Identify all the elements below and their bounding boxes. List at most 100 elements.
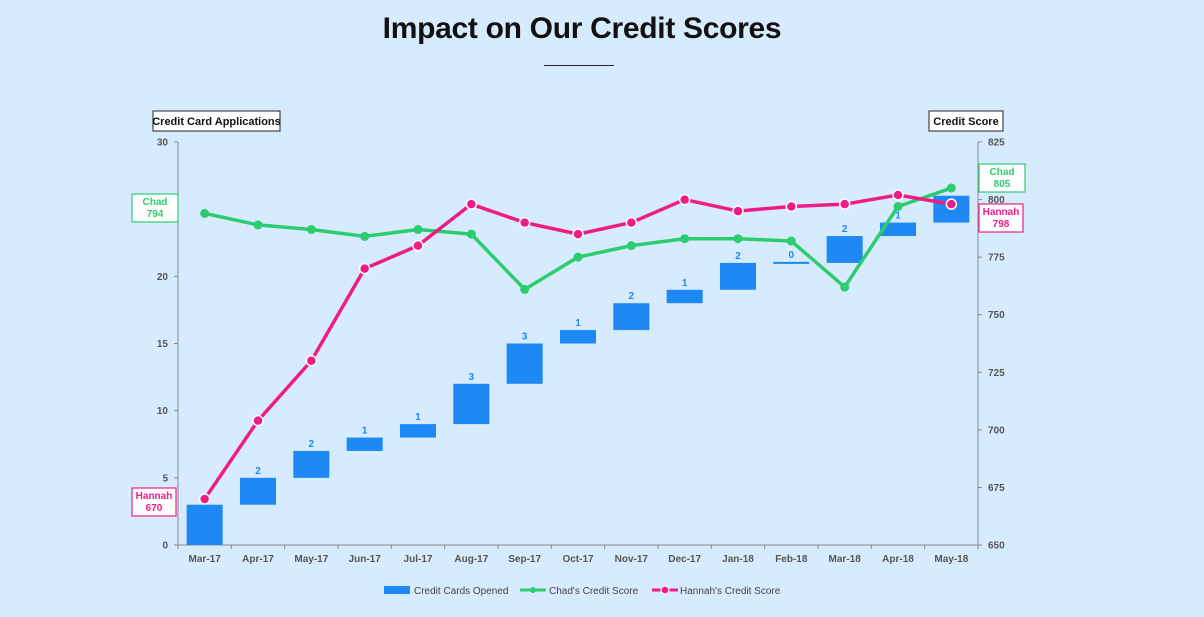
x-tick-label: Feb-18 — [775, 554, 808, 565]
callout-value: 805 — [994, 179, 1011, 190]
chad-score-point — [840, 282, 850, 292]
bar-data-label: 2 — [629, 291, 635, 302]
bar — [186, 504, 223, 545]
right-tick-label: 775 — [988, 253, 1005, 264]
legend-marker-hannah — [660, 585, 670, 595]
callout-value: 798 — [993, 219, 1010, 230]
bar-data-label: 1 — [682, 278, 688, 289]
bar — [506, 343, 543, 384]
x-tick-label: Oct-17 — [562, 554, 594, 565]
hannah-score-point — [838, 198, 851, 210]
hannah-score-point — [732, 205, 744, 217]
right-tick-label: 800 — [988, 195, 1005, 206]
page-title: Impact on Our Credit Scores — [382, 12, 782, 45]
x-tick-label: Apr-18 — [882, 554, 914, 565]
chad-score-point — [626, 241, 636, 251]
bar — [880, 222, 916, 237]
callout-value: 794 — [147, 209, 164, 220]
chad-score-point — [200, 208, 210, 218]
legend-label-bars: Credit Cards Opened — [414, 586, 509, 597]
x-tick-label: May-17 — [294, 554, 328, 565]
callout-name: Chad — [143, 197, 168, 208]
chad-score-point — [893, 201, 903, 211]
right-axis-title: Credit Score — [933, 116, 998, 128]
left-tick-label: 5 — [162, 473, 168, 484]
hannah-score-point — [518, 216, 531, 229]
left-axis-title-box — [152, 110, 281, 132]
x-tick-label: Aug-17 — [454, 554, 488, 565]
chad-score-point — [573, 252, 583, 262]
chad-left-callout — [131, 193, 179, 223]
x-tick-label: Jul-17 — [404, 554, 433, 565]
bar-data-label: 1 — [575, 318, 581, 329]
hannah-score-point — [892, 189, 904, 201]
bar-data-label: 3 — [469, 372, 475, 383]
hannah-score-point — [785, 200, 798, 213]
bar-data-label: 1 — [415, 412, 421, 423]
title-divider — [544, 65, 614, 66]
hannah-score-point — [678, 193, 691, 206]
right-tick-label: 725 — [988, 368, 1005, 379]
hannah-score-point — [625, 216, 638, 229]
x-tick-label: Mar-18 — [829, 554, 862, 565]
bar — [293, 450, 330, 478]
bar — [613, 303, 650, 331]
x-tick-label: May-18 — [934, 554, 968, 565]
hannah-left-callout — [131, 487, 177, 517]
right-tick-label: 675 — [988, 483, 1005, 494]
hannah-score-point — [465, 198, 478, 210]
bar-data-label: 1 — [895, 211, 901, 222]
right-tick-label: 825 — [988, 138, 1005, 149]
bar-data-label: 2 — [842, 224, 848, 235]
chad-score-point — [786, 236, 796, 246]
callout-name: Chad — [990, 167, 1015, 178]
right-axis-title-box — [928, 110, 1004, 132]
bar — [346, 437, 383, 451]
chad-score-point — [360, 231, 370, 241]
callout-value: 670 — [146, 503, 163, 514]
hannah-score-point — [572, 228, 584, 240]
bar — [453, 383, 490, 425]
bar-data-label: 1 — [362, 426, 368, 437]
left-tick-label: 10 — [157, 406, 169, 417]
legend-label-hannah: Hannah's Credit Score — [680, 586, 781, 597]
legend-swatch-bars — [384, 586, 410, 594]
x-tick-label: Jun-17 — [349, 554, 382, 565]
left-tick-label: 0 — [162, 541, 168, 552]
chad-score-point — [946, 183, 956, 193]
left-tick-label: 15 — [157, 339, 169, 350]
chad-score-point — [733, 234, 743, 244]
hannah-score-point — [305, 355, 318, 367]
callout-name: Hannah — [136, 491, 173, 502]
chad-right-callout — [978, 163, 1026, 193]
x-tick-label: Jan-18 — [722, 554, 754, 565]
chad-score-point — [466, 229, 476, 239]
right-tick-label: 750 — [988, 310, 1005, 321]
hannah-score-point — [945, 198, 958, 210]
bar — [240, 477, 276, 505]
x-tick-label: Nov-17 — [615, 554, 649, 565]
chad-score-point — [413, 225, 423, 235]
hannah-right-callout — [978, 203, 1024, 233]
chad-score-point — [253, 220, 263, 230]
hannah-score-point — [412, 239, 424, 252]
left-tick-label: 20 — [157, 272, 169, 283]
bar — [720, 262, 756, 290]
left-axis-title: Credit Card Applications — [152, 116, 281, 128]
bar — [666, 289, 703, 304]
bar-data-label: 3 — [522, 332, 528, 343]
bar — [560, 330, 596, 344]
bar-data-label: 2 — [309, 439, 315, 450]
bar — [826, 236, 863, 263]
right-tick-label: 700 — [988, 425, 1005, 436]
x-tick-label: Dec-17 — [668, 554, 701, 565]
bar-data-label: 2 — [255, 466, 261, 477]
bar-data-label: 0 — [789, 250, 795, 261]
hannah-score-point — [358, 262, 371, 275]
bar — [400, 424, 436, 438]
x-tick-label: Sep-17 — [508, 554, 541, 565]
right-tick-label: 650 — [988, 541, 1005, 552]
bar — [773, 261, 810, 264]
chad-score-point — [680, 234, 690, 244]
